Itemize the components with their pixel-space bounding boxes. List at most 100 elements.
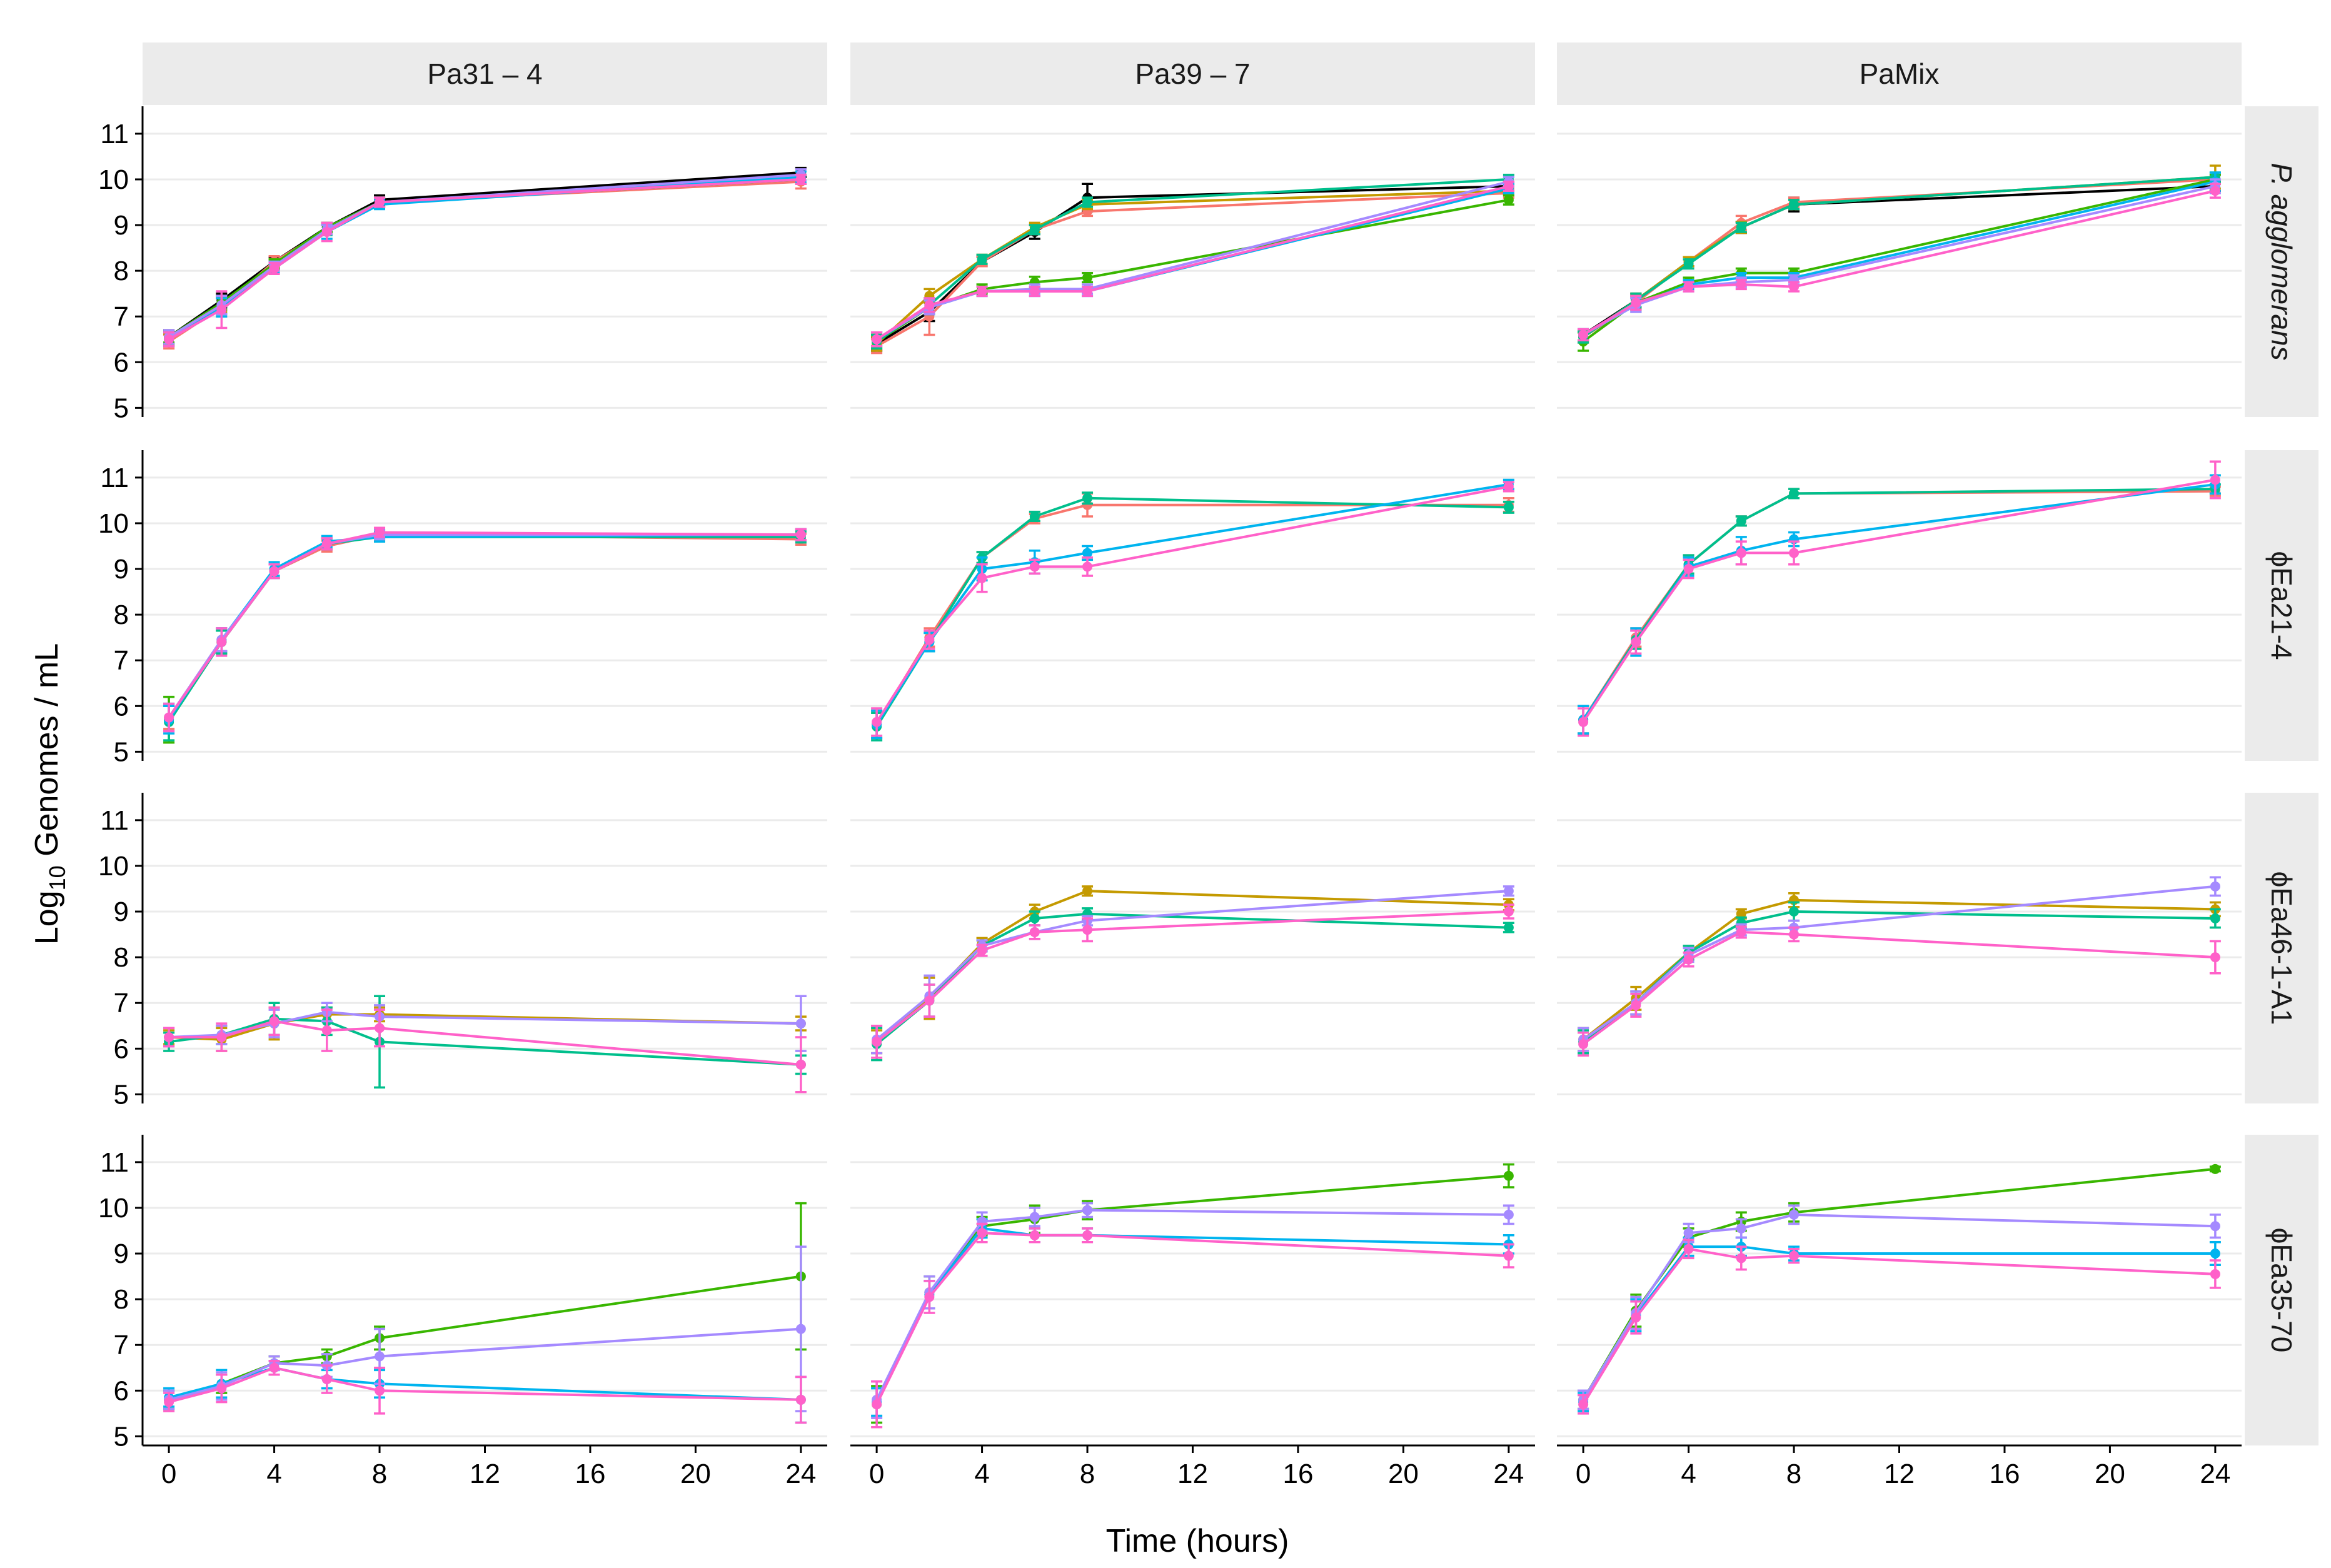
panel-r0-c2 — [1578, 164, 2221, 352]
x-tick-label: 16 — [1989, 1459, 2020, 1489]
data-point — [1082, 561, 1093, 572]
data-point — [2210, 1221, 2220, 1232]
data-point — [164, 334, 174, 344]
data-point — [1631, 636, 1641, 647]
data-point — [1503, 922, 1514, 933]
data-point — [795, 174, 806, 184]
y-tick-label: 9 — [114, 1239, 129, 1269]
y-tick-label: 7 — [114, 301, 129, 332]
data-point — [1082, 493, 1093, 503]
y-tick-label: 7 — [114, 1330, 129, 1360]
x-tick-label: 24 — [785, 1459, 816, 1489]
series-line — [875, 496, 1509, 728]
data-point — [1029, 286, 1040, 297]
data-point — [924, 299, 935, 310]
row-strip-label: P. agglomerans — [2265, 163, 2298, 360]
series-line — [168, 1275, 802, 1401]
column-strip-label: PaMix — [1860, 58, 1940, 90]
data-point — [1578, 1038, 1589, 1049]
data-point — [216, 1032, 227, 1043]
data-point — [977, 573, 987, 583]
series-line — [168, 1366, 801, 1404]
data-point — [375, 1351, 385, 1362]
data-point — [1789, 907, 1800, 917]
x-tick-label: 20 — [680, 1459, 711, 1489]
series-line — [169, 1020, 802, 1066]
data-point — [1503, 502, 1514, 513]
panel-r3-c2 — [1578, 1163, 2221, 1415]
data-point — [1578, 1399, 1589, 1410]
data-point — [1503, 481, 1514, 492]
data-point — [1503, 1250, 1514, 1261]
panel-r2-c1 — [871, 885, 1514, 1062]
panel-r2-c2 — [1578, 876, 2221, 1057]
data-point — [1082, 286, 1093, 297]
series-line — [1582, 898, 2215, 1041]
data-point — [1503, 907, 1514, 917]
series-line — [1582, 910, 2215, 1043]
x-tick-label: 12 — [1177, 1459, 1208, 1489]
series-line — [168, 178, 802, 338]
series-line — [1582, 1167, 2216, 1400]
y-tick-label: 8 — [114, 942, 129, 973]
data-point — [872, 1037, 882, 1047]
y-tick-label: 5 — [114, 393, 129, 423]
data-point — [269, 566, 279, 576]
series-layer — [163, 164, 2221, 1429]
data-point — [1503, 1170, 1514, 1181]
y-tick-label: 6 — [114, 347, 129, 378]
data-point — [1736, 516, 1746, 526]
data-point — [977, 286, 987, 297]
data-point — [375, 1023, 385, 1033]
series-line — [1582, 930, 2216, 1045]
series-line — [875, 1232, 1509, 1405]
column-strip-bg — [1557, 43, 2242, 105]
y-tick-label: 6 — [114, 691, 129, 721]
x-tick-label: 0 — [161, 1459, 176, 1489]
row-strip-bg — [2245, 793, 2318, 1103]
y-tick-label: 6 — [114, 1375, 129, 1406]
data-point — [977, 945, 987, 956]
data-point — [1789, 281, 1800, 292]
data-point — [977, 254, 987, 264]
data-point — [1736, 222, 1746, 233]
data-point — [1029, 224, 1040, 235]
data-point — [924, 1292, 935, 1302]
data-point — [269, 263, 279, 274]
data-point — [1631, 298, 1641, 308]
x-tick-label: 0 — [869, 1459, 884, 1489]
data-point — [977, 1228, 987, 1239]
data-point — [1578, 716, 1589, 727]
series-line — [875, 890, 1509, 1043]
row-strip-bg — [2245, 450, 2318, 761]
series-line — [168, 533, 801, 718]
x-tick-label: 12 — [470, 1459, 500, 1489]
data-point — [216, 636, 227, 647]
data-point — [1736, 279, 1746, 290]
series-line — [1582, 885, 2216, 1041]
data-point — [1503, 194, 1514, 205]
row-strip-bg — [2245, 1135, 2318, 1445]
y-tick-label: 9 — [114, 210, 129, 241]
data-point — [1683, 564, 1694, 575]
x-tick-label: 24 — [2200, 1459, 2230, 1489]
series-line — [1582, 478, 2216, 723]
x-tick-label: 8 — [372, 1459, 387, 1489]
panel-r1-c1 — [871, 478, 1514, 741]
data-point — [795, 1324, 806, 1334]
data-point — [795, 1394, 806, 1405]
data-point — [1789, 929, 1800, 940]
panel-r1-c0 — [163, 526, 807, 744]
data-point — [1503, 886, 1514, 897]
data-point — [164, 1397, 174, 1407]
x-tick-label: 0 — [1576, 1459, 1591, 1489]
data-point — [1789, 488, 1800, 499]
x-tick-label: 4 — [266, 1459, 281, 1489]
x-tick-label: 16 — [1282, 1459, 1313, 1489]
data-point — [795, 530, 806, 540]
column-strip-label: Pa39 – 7 — [1135, 58, 1250, 90]
panel-r2-c0 — [163, 995, 807, 1093]
x-tick-label: 4 — [1681, 1459, 1696, 1489]
data-point — [924, 635, 935, 645]
